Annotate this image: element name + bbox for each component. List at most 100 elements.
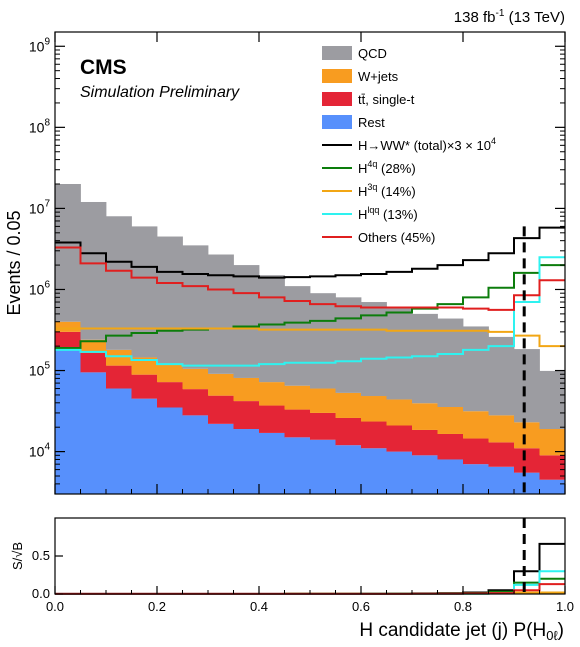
stack-bar-qcd-14 [412,313,438,404]
cms-label: CMS [80,56,127,79]
stack-bar-qcd-2 [106,216,132,350]
stack-bar-qcd-10 [310,293,336,389]
stack-bar-qcd-0 [55,184,81,322]
legend-label-1: W+jets [358,69,399,84]
stack-bar-w-jets-15 [437,407,464,434]
stack-bar-w-jets-16 [463,411,489,439]
x-axis-label: H candidate jet (j) P(H0ℓ) [359,620,564,643]
stack-bar-qcd-11 [335,297,362,393]
stack-bar-tt-single-t-0 [55,331,81,350]
ratio-panel-marks [55,542,565,595]
stack-bar-rest-14 [412,455,438,494]
legend-line-label-4: Others (45%) [358,230,435,245]
signal-line-4 [55,246,565,311]
stack-bar-w-jets-13 [386,399,413,426]
stack-bar-w-jets-5 [182,368,209,390]
stack-bar-w-jets-2 [106,349,132,366]
stack-bar-w-jets-0 [55,321,81,332]
stack-bar-rest-18 [514,472,540,494]
stack-bar-w-jets-11 [335,392,362,418]
stack-bar-rest-7 [233,429,260,494]
stack-bar-tt-single-t-9 [284,409,311,438]
stack-bar-w-jets-6 [208,373,234,396]
legend-line-label-0: H→WW* (total)×3 × 104 [358,136,496,153]
x-tick-label-2: 0.4 [250,599,268,614]
stack-bar-tt-single-t-1 [80,352,107,373]
stack-bar-qcd-16 [463,326,489,412]
stack-bar-qcd-17 [488,336,515,416]
stack-bar-w-jets-18 [514,422,540,449]
lumi-label: 138 fb-1 (13 TeV) [454,8,565,26]
y-tick-label-4: 108 [29,117,51,135]
legend-swatch-1 [322,69,352,83]
legend: QCD W+jets tt̄, single-t Rest H→WW* (total)×… [322,46,496,245]
y-tick-label-5: 109 [29,36,51,54]
signal-line-2 [55,327,565,348]
stack-bar-rest-9 [284,437,311,494]
stack-bar-w-jets-8 [259,382,285,406]
stack-bar-tt-single-t-2 [106,365,132,389]
stack-bar-w-jets-12 [361,396,387,422]
stack-bar-rest-12 [361,448,387,494]
ratio-x-axis: 0.0 0.2 0.4 0.6 0.8 1.0 [46,586,574,614]
main-y-axis: 104 105 106 107 108 109 [29,36,565,495]
ratio-y-axis: 0.0 0.5 [32,548,63,601]
legend-line-label-3: Hlqq (13%) [358,205,418,222]
legend-swatch-0 [322,46,352,60]
stack-bar-tt-single-t-4 [157,382,183,408]
stack-bar-tt-single-t-17 [488,442,515,467]
stack-bar-rest-17 [488,466,515,494]
x-tick-label-0: 0.0 [46,599,64,614]
stack-bar-qcd-13 [386,307,413,400]
stack-bar-w-jets-4 [157,363,183,383]
x-tick-label-1: 0.2 [148,599,166,614]
stack-bar-rest-5 [182,415,209,494]
stack-bar-rest-6 [208,423,234,494]
legend-line-label-2: H3q (14%) [358,182,416,199]
legend-swatch-2 [322,92,352,106]
stack-bar-tt-single-t-3 [131,374,158,399]
main-x-ticks [54,32,566,494]
stack-bar-rest-1 [80,372,107,494]
ratio-frame [54,517,566,595]
stack-bar-w-jets-19 [539,429,566,456]
main-panel-marks [55,184,566,494]
stack-bar-w-jets-9 [284,385,311,410]
x-tick-label-5: 1.0 [556,599,574,614]
x-tick-label-4: 0.8 [454,599,472,614]
stack-bar-qcd-19 [539,370,566,430]
stack-bar-tt-single-t-12 [361,421,387,449]
y-tick-label-1: 105 [29,361,51,379]
ratio-y-axis-label: S/√B [10,542,25,570]
stack-bar-tt-single-t-7 [233,401,260,430]
stack-bar-w-jets-3 [131,357,158,375]
stack-bar-rest-0 [55,349,81,494]
stack-bar-tt-single-t-10 [310,412,336,440]
stack-bar-w-jets-17 [488,415,515,443]
y-tick-label-0: 104 [29,442,51,460]
stack-bar-tt-single-t-8 [259,405,285,433]
stack-bar-qcd-4 [157,236,183,364]
stack-bar-qcd-12 [361,302,387,397]
stack-bar-w-jets-1 [80,339,107,353]
stack-bar-qcd-15 [437,318,464,408]
stack-bar-w-jets-10 [310,388,336,413]
legend-line-label-1: H4q (28%) [358,159,416,176]
stack-bar-qcd-6 [208,254,234,374]
stack-bar-qcd-7 [233,265,260,378]
ratio-line-0 [55,542,565,595]
signal-line-0 [55,226,565,279]
stack-bar-qcd-18 [514,349,540,423]
stack-bar-tt-single-t-14 [412,429,438,456]
stack-bar-tt-single-t-16 [463,438,489,465]
stack-bar-qcd-5 [182,245,209,369]
legend-label-2: tt̄, single-t [358,92,415,107]
stack-bar-rest-19 [539,479,566,494]
stack-bar-tt-single-t-18 [514,448,540,473]
main-y-axis-label: Events / 0.05 [4,210,24,315]
stack-bar-rest-15 [437,459,464,494]
x-tick-label-3: 0.6 [352,599,370,614]
signal-line-3 [55,256,565,367]
stack-bar-rest-11 [335,445,362,494]
